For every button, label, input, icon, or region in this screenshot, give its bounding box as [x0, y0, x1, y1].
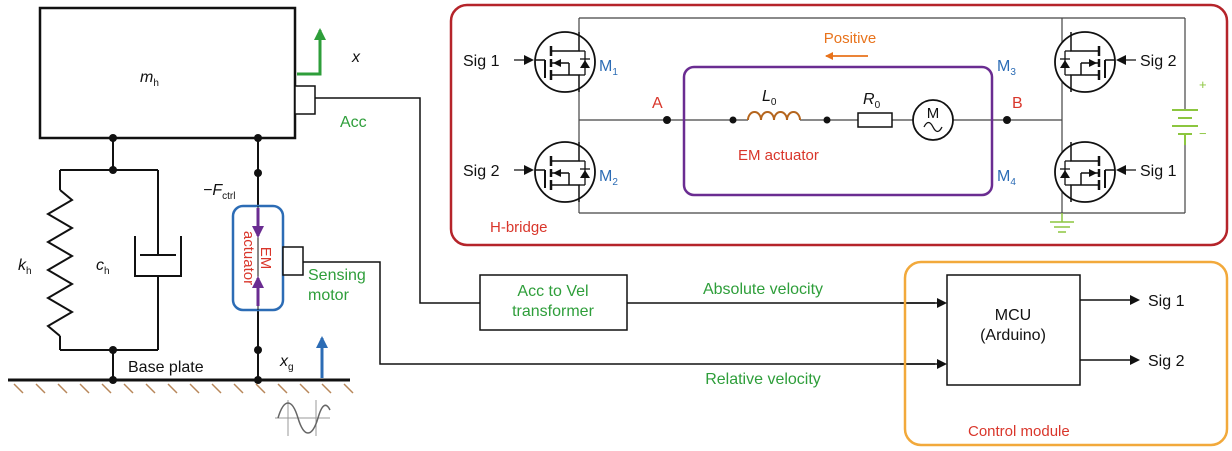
- hatch-mark: [211, 383, 222, 394]
- hatch-mark: [233, 383, 244, 394]
- control-module-frame: [903, 260, 1229, 447]
- node-a-label: A: [652, 95, 663, 112]
- circuit-ground-icon: [1050, 213, 1074, 233]
- node-resistor-left: [823, 116, 831, 124]
- battery-plus: +: [1199, 77, 1207, 92]
- m2-gate-signal: Sig 2: [463, 163, 500, 180]
- m4-label: M4: [997, 168, 1016, 188]
- acc-label: Acc: [340, 114, 367, 131]
- resistor-label: R0: [863, 91, 881, 111]
- force-label: −Fctrl: [203, 182, 235, 202]
- spring-label: kh: [18, 257, 32, 277]
- m1-gate-signal: Sig 1: [463, 53, 500, 70]
- battery-minus: −: [1199, 126, 1207, 141]
- node-inductor-left: [729, 116, 737, 124]
- hatch-mark: [299, 383, 310, 394]
- node-spring-split: [109, 166, 117, 174]
- inductor-icon: [747, 111, 801, 121]
- hatch-mark: [321, 383, 332, 394]
- hatch-mark: [13, 383, 24, 394]
- base-plate-label: Base plate: [128, 359, 204, 376]
- hatch-mark: [79, 383, 90, 394]
- hatch-mark: [145, 383, 156, 394]
- battery-icon: [1172, 109, 1198, 145]
- node-actuator-upper: [254, 169, 262, 177]
- hatch-mark: [189, 383, 200, 394]
- transformer-label: Acc to Vel transformer: [512, 283, 594, 320]
- em-actuator-circuit-box: [682, 65, 994, 197]
- mcu-output-sig1: Sig 1: [1148, 293, 1185, 310]
- hatch-mark: [57, 383, 68, 394]
- mcu-box: [946, 274, 1081, 386]
- hatch-mark: [255, 383, 266, 394]
- node-spring-top: [109, 134, 117, 142]
- control-module-label: Control module: [968, 423, 1070, 440]
- hatch-mark: [123, 383, 134, 394]
- hatch-mark: [167, 383, 178, 394]
- inductor-label: L0: [762, 88, 777, 108]
- motor-icon: [912, 99, 954, 141]
- mosfet-m3-icon: [1054, 31, 1116, 93]
- absolute-velocity-label: Absolute velocity: [703, 281, 823, 298]
- node-b-label: B: [1012, 95, 1023, 112]
- displacement-label: x: [351, 49, 361, 66]
- em-actuator-label: EMactuator: [240, 231, 274, 285]
- mcu-output-sig2: Sig 2: [1148, 353, 1185, 370]
- mosfet-m4-icon: [1054, 141, 1116, 203]
- signal-wires: [303, 97, 935, 365]
- accelerometer: [294, 85, 316, 115]
- m1-label: M1: [599, 58, 618, 78]
- positive-label: Positive: [824, 30, 877, 47]
- mcu-label: MCU (Arduino): [980, 307, 1046, 344]
- node-spring-join: [109, 346, 117, 354]
- motor-letter: M: [927, 105, 940, 122]
- ground-hatch: [13, 383, 354, 394]
- node-actuator-lower: [254, 346, 262, 354]
- m2-label: M2: [599, 168, 618, 188]
- m3-label: M3: [997, 58, 1016, 78]
- displacement-axis: x: [297, 28, 361, 76]
- m4-gate-signal: Sig 1: [1140, 163, 1177, 180]
- hatch-mark: [101, 383, 112, 394]
- acc-to-vel-transformer: [479, 274, 628, 331]
- h-bridge-frame: [449, 3, 1229, 247]
- mosfet-m1-icon: [534, 31, 596, 93]
- em-actuator-circuit-label: EM actuator: [738, 147, 819, 164]
- mass-label: mh: [140, 69, 159, 89]
- hatch-mark: [277, 383, 288, 394]
- damper-label: ch: [96, 257, 110, 277]
- sensing-motor: [282, 246, 304, 276]
- ground-motion-label: xg: [279, 353, 294, 373]
- resistor-icon: [857, 112, 893, 128]
- node-a: [663, 116, 671, 124]
- node-actuator-top: [254, 134, 262, 142]
- ground-excitation-icon: [275, 400, 331, 436]
- h-bridge-label: H-bridge: [490, 219, 548, 236]
- m3-gate-signal: Sig 2: [1140, 53, 1177, 70]
- hatch-mark: [35, 383, 46, 394]
- node-b: [1003, 116, 1011, 124]
- mosfet-m2-icon: [534, 141, 596, 203]
- mass-block: [38, 6, 297, 140]
- relative-velocity-label: Relative velocity: [705, 371, 821, 388]
- hatch-mark: [343, 383, 354, 394]
- spring-damper: [46, 138, 182, 380]
- sensing-motor-label: Sensing motor: [308, 267, 366, 304]
